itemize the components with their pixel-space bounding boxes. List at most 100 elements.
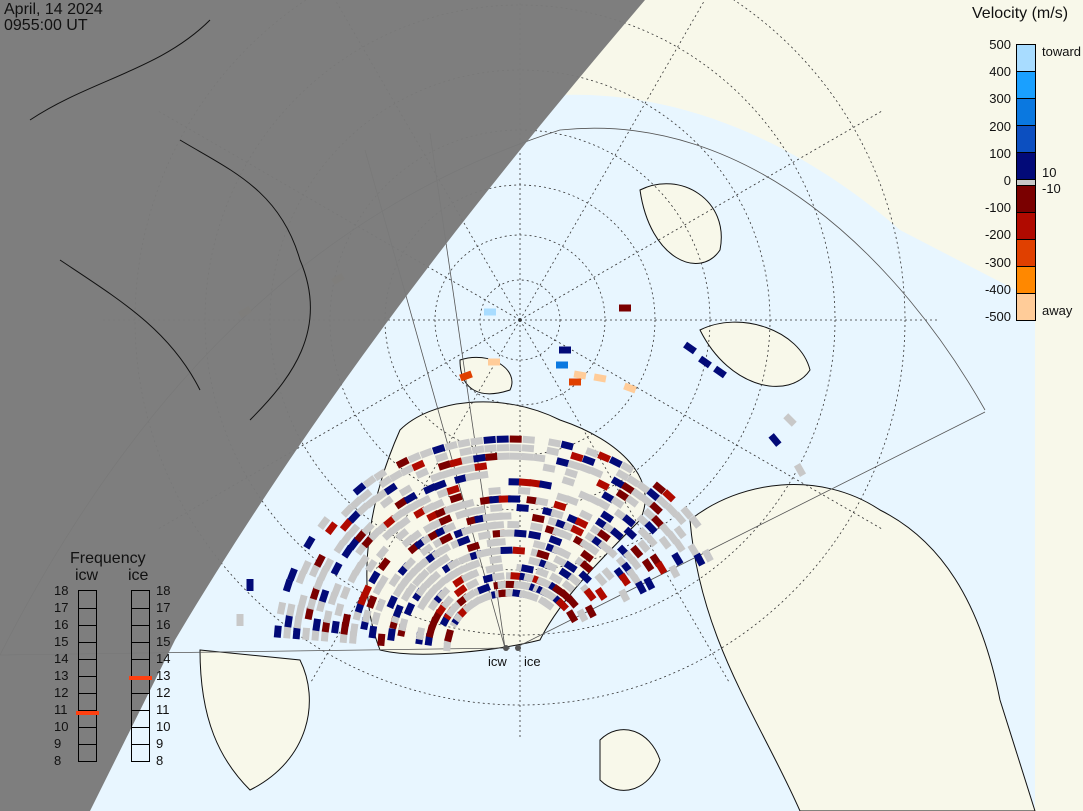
velocity-cell — [623, 526, 638, 540]
velocity-cell — [434, 452, 449, 463]
velocity-cell — [520, 452, 534, 461]
velocity-cell — [349, 496, 364, 510]
frequency-tick: 11 — [156, 702, 170, 717]
frequency-marker — [129, 675, 152, 680]
velocity-cell — [489, 495, 502, 504]
colorbar-tick: -200 — [984, 227, 1011, 243]
velocity-cell — [549, 572, 563, 585]
velocity-cell — [429, 471, 444, 483]
frequency-tick: 12 — [156, 685, 171, 700]
velocity-cell — [411, 459, 426, 472]
velocity-cell — [417, 494, 432, 507]
velocity-cell — [578, 570, 592, 584]
velocity-cell — [584, 604, 597, 619]
velocity-cell — [347, 510, 362, 524]
velocity-cell — [680, 505, 694, 520]
velocity-cell — [620, 461, 635, 474]
velocity-cell — [538, 480, 553, 490]
velocity-cell — [578, 509, 593, 522]
velocity-cell — [461, 498, 475, 509]
velocity-cell — [560, 440, 574, 451]
velocity-cell — [688, 515, 702, 529]
velocity-cell — [477, 583, 491, 595]
velocity-cell — [563, 560, 578, 573]
velocity-cell — [451, 565, 466, 578]
velocity-cell — [535, 497, 549, 507]
radar-velocity-cells — [236, 272, 807, 652]
radar-sites — [503, 645, 521, 651]
velocity-cell — [668, 564, 681, 579]
velocity-cell — [449, 457, 463, 468]
velocity-cell — [596, 498, 611, 511]
night-terminator — [0, 0, 645, 811]
velocity-cell — [671, 552, 684, 566]
velocity-cell — [521, 444, 535, 453]
velocity-cell — [473, 453, 486, 463]
velocity-cell — [601, 491, 616, 504]
velocity-cell — [516, 503, 529, 512]
velocity-cell — [340, 531, 353, 546]
velocity-cell — [693, 552, 706, 567]
velocity-cell — [532, 453, 546, 463]
velocity-cell — [576, 608, 589, 623]
velocity-cell — [339, 585, 351, 600]
velocity-cell — [604, 545, 618, 559]
velocity-cell — [423, 483, 437, 495]
velocity-cell — [300, 560, 312, 574]
velocity-cell — [701, 548, 714, 563]
velocity-cell — [583, 587, 597, 602]
velocity-cell — [673, 525, 687, 540]
velocity-cell — [593, 373, 607, 383]
velocity-cell — [276, 601, 287, 615]
frequency-tick: 9 — [54, 736, 62, 751]
velocity-cell — [303, 535, 316, 550]
colorbar-tick: -100 — [984, 200, 1011, 216]
velocity-cell — [649, 501, 663, 515]
velocity-cell — [484, 308, 496, 316]
velocity-cell — [453, 584, 468, 598]
velocity-cell — [465, 568, 480, 581]
velocity-cell — [658, 535, 672, 550]
velocity-cell — [622, 514, 636, 528]
velocity-cell — [436, 487, 451, 499]
velocity-cell — [550, 508, 564, 520]
velocity-cell — [402, 557, 416, 571]
velocity-cell — [377, 633, 386, 647]
velocity-cell — [589, 467, 604, 479]
velocity-cell — [373, 468, 388, 481]
velocity-cell — [630, 544, 644, 559]
velocity-cell — [293, 615, 303, 629]
velocity-cell — [543, 560, 558, 573]
velocity-cell — [497, 452, 510, 460]
frequency-tick: 15 — [54, 634, 69, 649]
velocity-cell — [474, 462, 488, 471]
velocity-cell — [508, 478, 521, 486]
frequency-tick: 9 — [156, 736, 164, 751]
colorbar-swatch — [1017, 185, 1035, 212]
velocity-cell — [308, 563, 321, 578]
velocity-cell — [566, 609, 579, 624]
velocity-cell — [316, 598, 326, 613]
velocity-cell — [643, 576, 656, 591]
frequency-tick: 18 — [54, 583, 69, 598]
velocity-cell — [698, 355, 712, 369]
velocity-cell — [437, 543, 452, 556]
velocity-cell — [618, 572, 631, 587]
velocity-cell — [306, 596, 317, 610]
velocity-cell — [398, 618, 409, 632]
colorbar-swatch — [1017, 266, 1035, 293]
velocity-cell — [333, 540, 347, 554]
velocity-cell — [626, 474, 641, 488]
velocity-cell — [488, 486, 501, 496]
velocity-cell — [334, 603, 345, 617]
radar-label-ice: ice — [524, 654, 541, 669]
velocity-cell — [559, 529, 573, 541]
velocity-cell — [642, 507, 657, 522]
velocity-cell — [433, 479, 447, 491]
velocity-cell — [470, 436, 484, 446]
velocity-cell — [555, 597, 569, 612]
velocity-cell — [548, 535, 563, 547]
velocity-cell — [419, 543, 434, 557]
velocity-cell — [438, 514, 453, 526]
velocity-cell — [317, 516, 331, 530]
